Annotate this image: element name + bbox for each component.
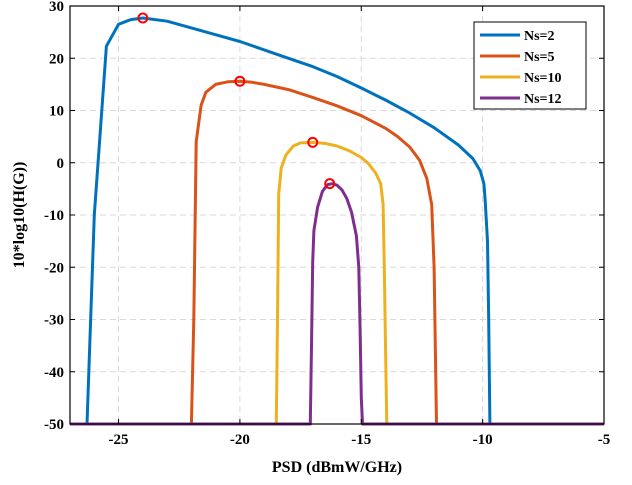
axis-ticks: -25 -20 -15 -10 -5 -50 -40 -30 -20 -10 0 10 20 30: [44, 0, 610, 448]
y-axis-label: 10*log10(H(G)): [11, 162, 28, 269]
peak-marker: [137, 12, 149, 24]
x-tick-label: -15: [351, 432, 371, 448]
x-tick-label: -25: [109, 432, 129, 448]
y-tick-label: -30: [44, 313, 64, 329]
series-line-ns-12: [70, 182, 604, 426]
y-tick-label: 10: [49, 104, 64, 120]
x-tick-label: -5: [598, 432, 611, 448]
series-line-ns-2: [70, 16, 604, 426]
y-tick-label: -10: [44, 208, 64, 224]
series-line-ns-5: [70, 79, 604, 426]
peak-marker: [234, 75, 246, 87]
legend: Ns=2 Ns=5 Ns=10 Ns=12: [473, 21, 587, 110]
legend-label: Ns=5: [524, 50, 555, 65]
y-tick-label: 0: [57, 156, 65, 172]
y-tick-label: 20: [49, 51, 64, 67]
peak-markers: [137, 12, 336, 190]
peak-marker: [307, 136, 319, 148]
legend-label: Ns=10: [524, 71, 562, 86]
plot-lines: [70, 16, 604, 426]
x-axis-label: PSD (dBmW/GHz): [272, 459, 402, 476]
series-line-ns-10: [70, 140, 604, 426]
legend-label: Ns=12: [524, 92, 562, 107]
x-tick-label: -10: [473, 432, 493, 448]
y-tick-label: 30: [49, 0, 64, 15]
legend-label: Ns=2: [524, 29, 555, 44]
x-tick-label: -20: [230, 432, 250, 448]
peak-marker: [324, 178, 336, 190]
y-tick-label: -50: [44, 417, 64, 433]
y-tick-label: -40: [44, 365, 64, 381]
y-tick-label: -20: [44, 260, 64, 276]
